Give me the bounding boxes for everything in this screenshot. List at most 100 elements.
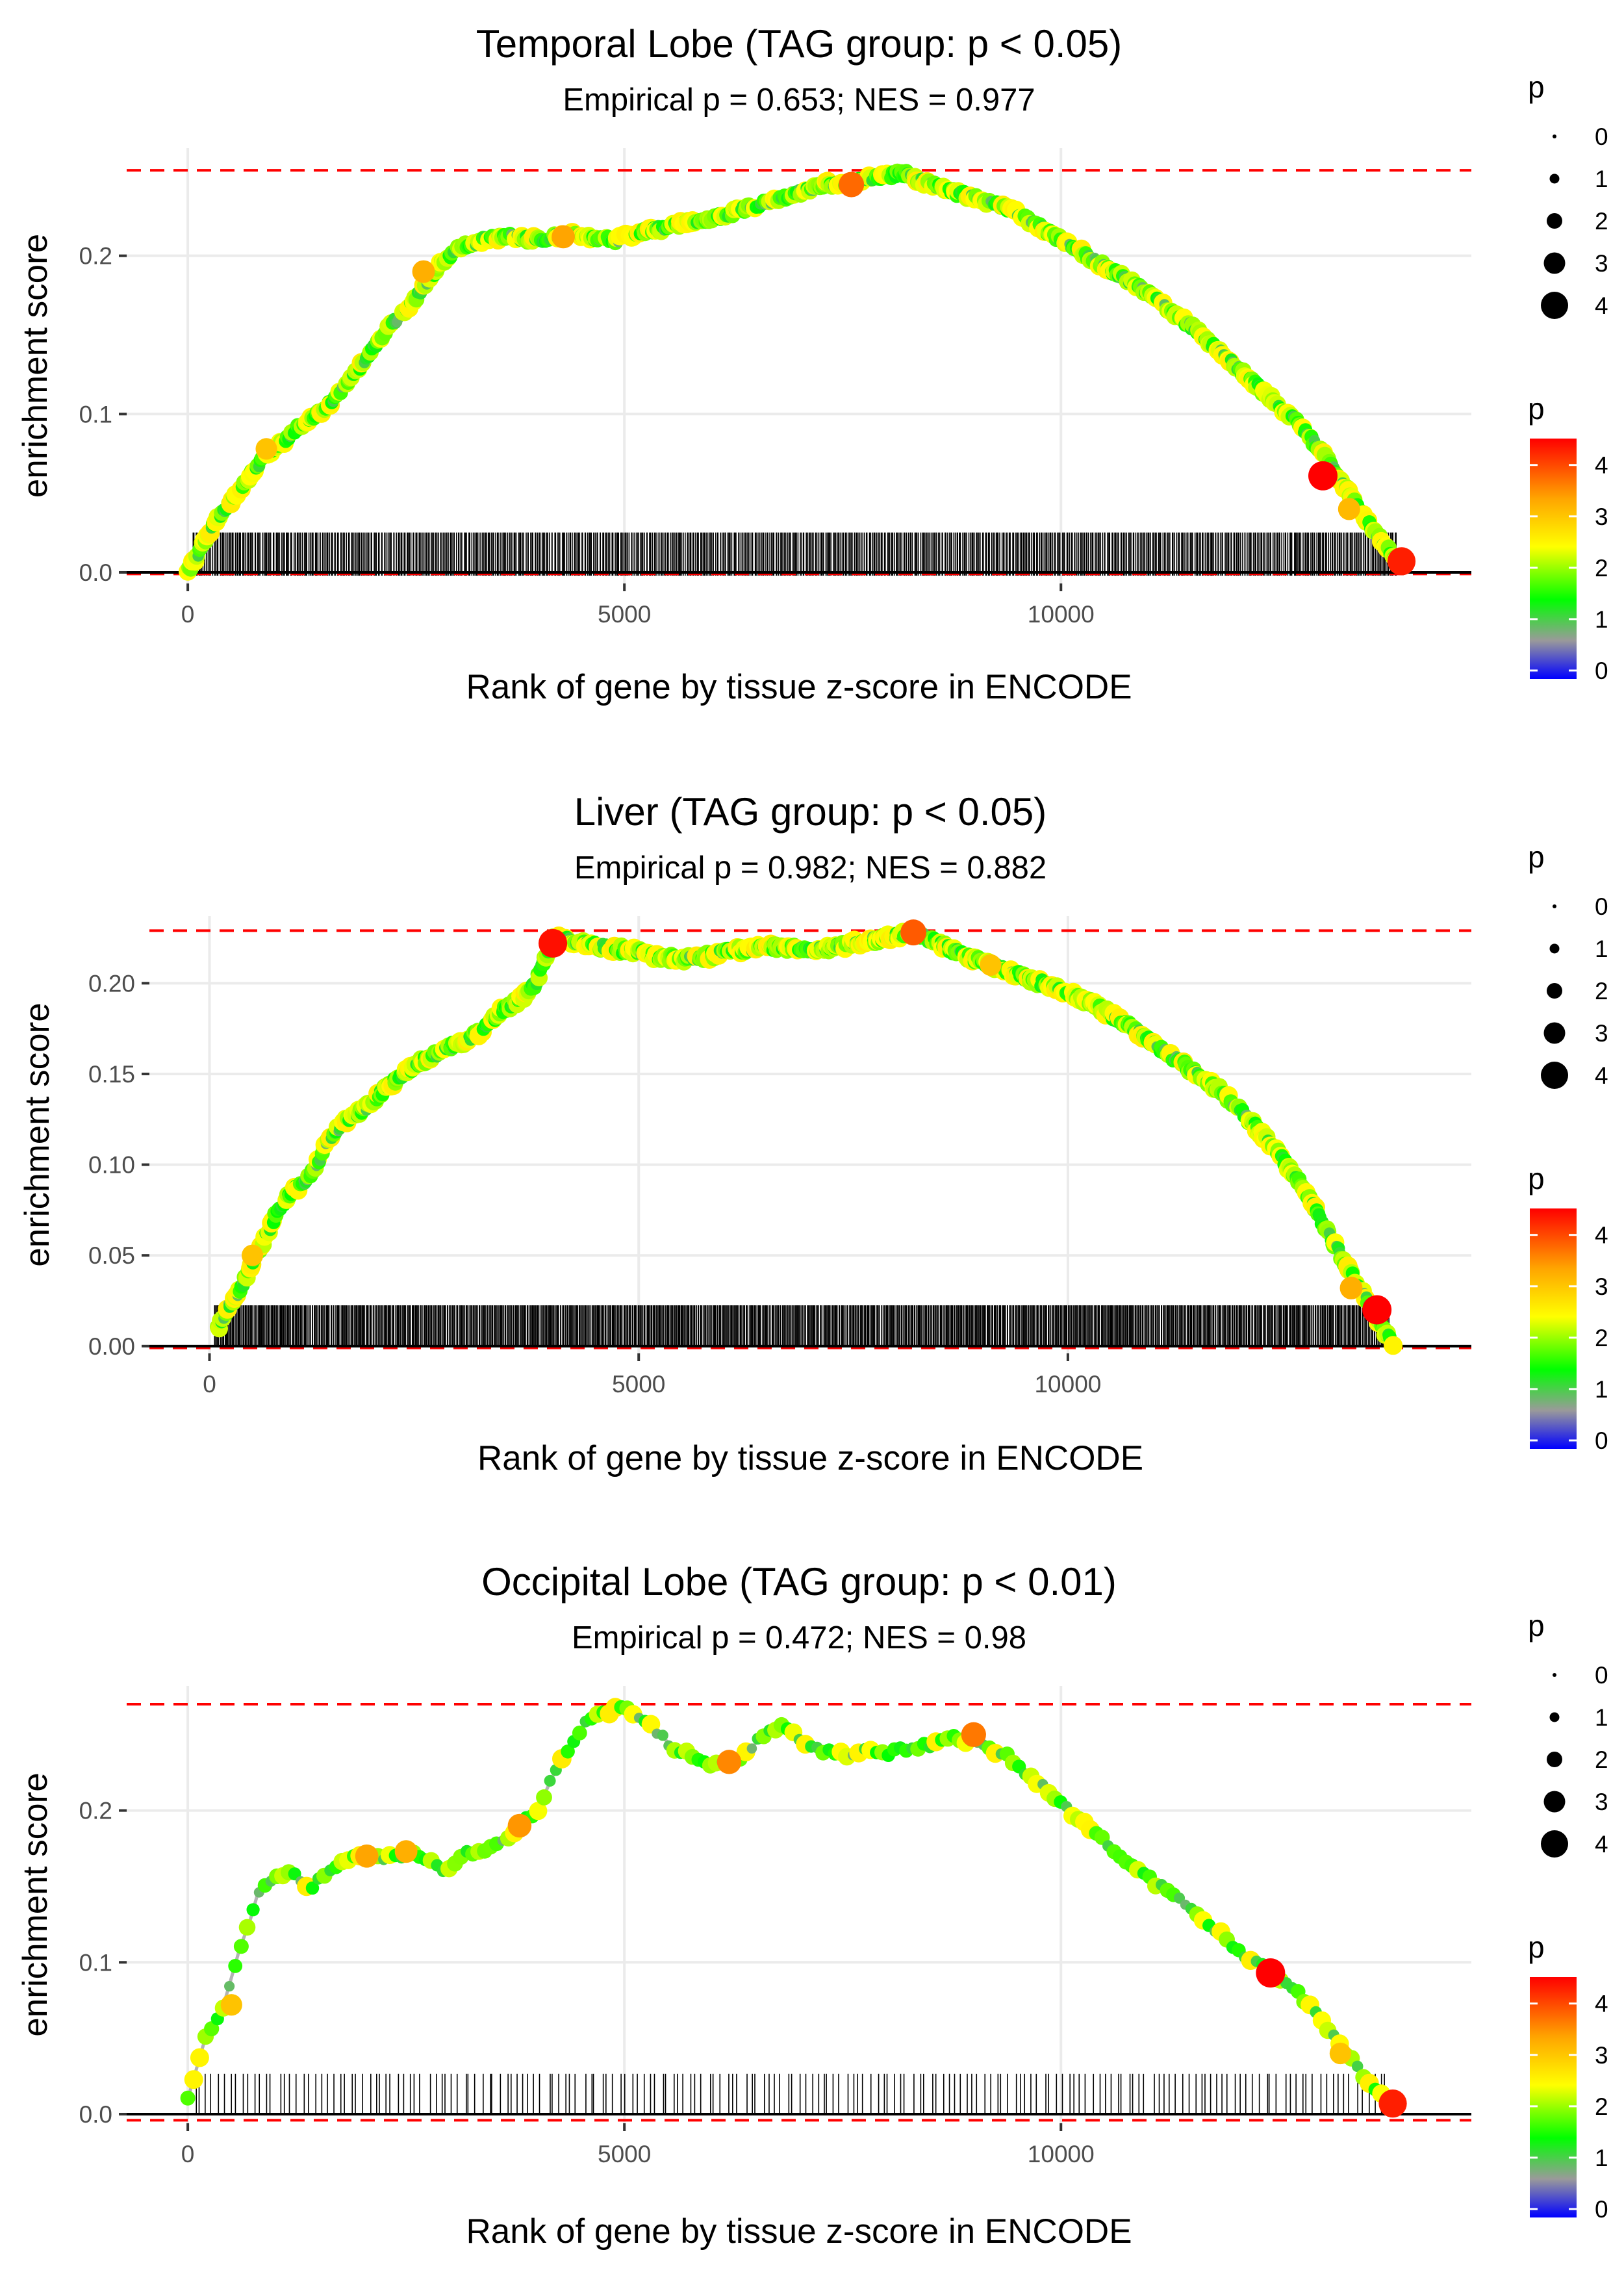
es-point — [572, 1725, 587, 1741]
es-point-highlight — [717, 1750, 742, 1774]
x-tick-label: 0 — [181, 601, 195, 628]
es-point-highlight — [1387, 547, 1416, 576]
legend-color: p 0 1 2 3 4 — [1528, 392, 1608, 684]
rug — [192, 532, 1397, 576]
x-axis-title: Rank of gene by tissue z-score in ENCODE — [466, 2212, 1132, 2251]
axes: 0 5000 10000 0.0 0.1 0.2 Rank of gene by tissu… — [16, 234, 1132, 706]
legend-size-label: 4 — [1595, 292, 1608, 319]
es-point-highlight — [1362, 1295, 1392, 1325]
es-curve — [186, 172, 1403, 574]
es-point-highlight — [1308, 461, 1338, 491]
legend-size-key — [1543, 252, 1566, 274]
es-point — [529, 1802, 548, 1820]
es-point — [1351, 2060, 1364, 2073]
legend-size-title: p — [1528, 1609, 1545, 1642]
legend-color-title: p — [1528, 1162, 1545, 1195]
legend-color-label: 2 — [1595, 1325, 1608, 1351]
es-point — [233, 1939, 249, 1954]
x-axis-title: Rank of gene by tissue z-score in ENCODE — [466, 668, 1132, 706]
grid — [127, 1686, 1471, 2123]
x-tick-label: 5000 — [612, 1371, 665, 1398]
y-tick-label: 0.00 — [88, 1333, 135, 1360]
y-tick-label: 0.0 — [79, 2101, 112, 2128]
es-point — [561, 1744, 575, 1759]
es-point-highlight — [220, 1994, 242, 2016]
legend-color-label: 3 — [1595, 1273, 1608, 1300]
legend-color-label: 3 — [1595, 504, 1608, 530]
es-point-highlight — [552, 225, 575, 249]
chart-subtitle: Empirical p = 0.653; NES = 0.977 — [563, 83, 1035, 118]
y-axis-title: enrichment score — [16, 234, 55, 498]
legend-size-label: 3 — [1595, 1789, 1608, 1815]
legend-size-key — [1543, 1791, 1566, 1813]
es-point-highlight — [394, 1840, 418, 1863]
legend-color-label: 2 — [1595, 2093, 1608, 2120]
x-tick-label: 5000 — [598, 601, 651, 628]
es-point-highlight — [255, 438, 277, 460]
color-bar — [1530, 1208, 1577, 1449]
legend-color-label: 2 — [1595, 555, 1608, 581]
legend-size-label: 4 — [1595, 1062, 1608, 1089]
es-point-highlight — [961, 1722, 986, 1747]
legend-size-title: p — [1528, 840, 1545, 874]
es-points — [180, 1698, 1407, 2118]
es-point — [305, 1881, 320, 1895]
legend-size-title: p — [1528, 70, 1545, 104]
es-point-highlight — [241, 1244, 264, 1266]
rug — [214, 1305, 1389, 1346]
y-tick-label: 0.2 — [79, 1798, 112, 1824]
legend-color: p 0 1 2 3 4 — [1528, 1930, 1608, 2223]
axes: 0 5000 10000 0.0 0.1 0.2 Rank of gene by tissu… — [16, 1772, 1132, 2251]
legend-size-label: 0 — [1595, 893, 1608, 920]
legend-size-key — [1543, 1022, 1566, 1044]
es-curve — [186, 1706, 1394, 2108]
panel-1: Temporal Lobe (TAG group: p < 0.05) Empir… — [16, 22, 1608, 706]
es-point-highlight — [1256, 1958, 1286, 1988]
es-point — [184, 2070, 203, 2089]
legend-size-key — [1553, 134, 1556, 138]
legend-size-label: 1 — [1595, 166, 1608, 192]
legend-size-label: 4 — [1595, 1831, 1608, 1858]
legend-size-label: 2 — [1595, 208, 1608, 235]
legend-size: p 0 1 2 3 4 — [1528, 840, 1608, 1089]
y-axis-title: enrichment score — [16, 1772, 55, 2037]
legend-color-label: 1 — [1595, 606, 1608, 633]
es-point-highlight — [539, 928, 568, 958]
es-point-highlight — [1338, 498, 1360, 520]
es-point — [544, 1774, 556, 1787]
es-point-highlight — [900, 919, 927, 946]
legend-size-key — [1549, 173, 1560, 184]
grid — [127, 148, 1471, 583]
legend-size-label: 0 — [1595, 123, 1608, 150]
es-curve — [216, 930, 1396, 1348]
legend-size-label: 2 — [1595, 978, 1608, 1004]
axes: 0 5000 10000 0.00 0.05 0.10 0.15 0.20 Rank of ge… — [18, 970, 1143, 1477]
chart-title: Liver (TAG group: p < 0.05) — [574, 790, 1047, 834]
legend-size-key — [1541, 292, 1568, 319]
legend-color-label: 4 — [1595, 1991, 1608, 2017]
legend-size-label: 0 — [1595, 1662, 1608, 1689]
es-point — [1384, 1336, 1403, 1355]
y-tick-label: 0.1 — [79, 401, 112, 428]
es-point — [238, 1919, 256, 1936]
legend-color-label: 0 — [1595, 2196, 1608, 2223]
es-points — [209, 919, 1403, 1355]
legend-size: p 0 1 2 3 4 — [1528, 1609, 1608, 1858]
legend-color: p 0 1 2 3 4 — [1528, 1162, 1608, 1454]
legend-color-title: p — [1528, 392, 1545, 426]
x-tick-label: 5000 — [598, 2141, 651, 2167]
y-tick-label: 0.15 — [88, 1061, 135, 1088]
y-tick-label: 0.1 — [79, 1949, 112, 1976]
legend-size-key — [1547, 983, 1562, 999]
legend-size-key — [1549, 1712, 1560, 1722]
legend-size-key — [1553, 1673, 1556, 1677]
x-tick-label: 10000 — [1028, 601, 1095, 628]
legend-color-label: 4 — [1595, 1222, 1608, 1249]
y-axis-title: enrichment score — [18, 1003, 57, 1267]
y-tick-label: 0.05 — [88, 1242, 135, 1269]
es-point-highlight — [1378, 2089, 1407, 2118]
es-point-highlight — [1329, 2042, 1351, 2065]
y-tick-label: 0.10 — [88, 1152, 135, 1179]
legend-size-label: 2 — [1595, 1746, 1608, 1773]
color-bar — [1530, 1977, 1577, 2217]
